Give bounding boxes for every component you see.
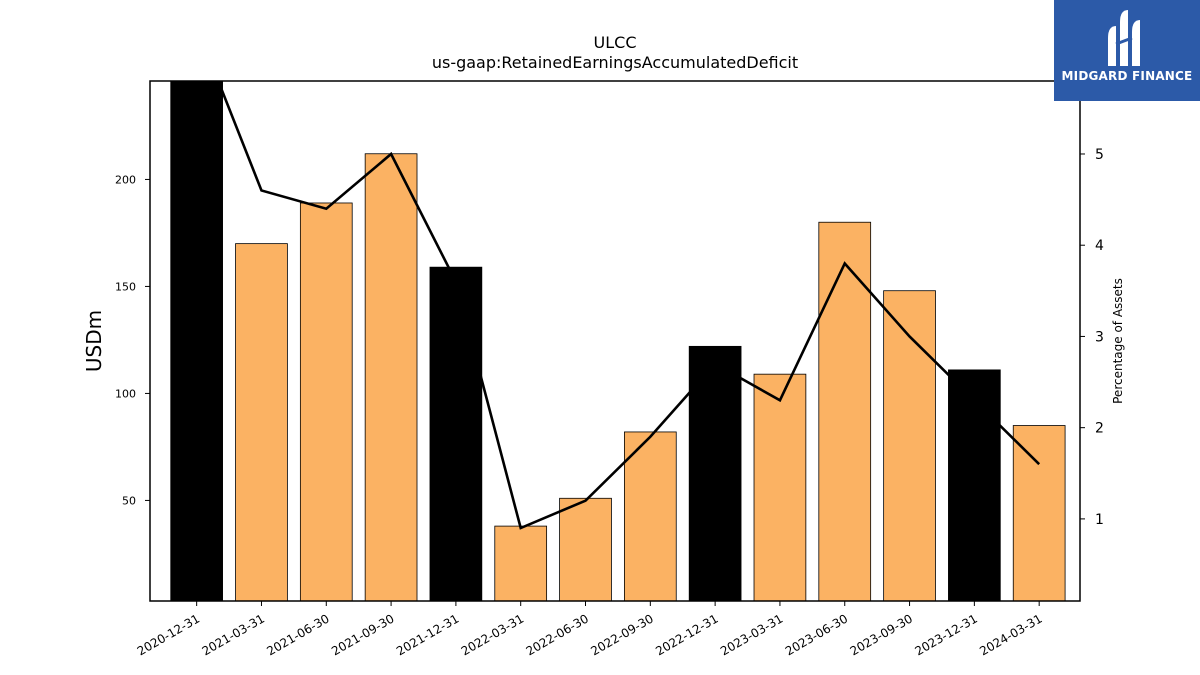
y2-axis-ticks: 1 2 3 4 5 (1080, 147, 1104, 528)
y-tick-label: 100 (115, 387, 136, 400)
y-tick-label: 200 (115, 173, 136, 186)
x-tick-label: 2022-12-31 (653, 611, 720, 658)
x-tick-label: 2021-06-30 (264, 611, 331, 658)
x-tick-label: 2021-12-31 (394, 611, 461, 658)
percentage-line (216, 81, 1041, 530)
x-tick-label: 2023-12-31 (912, 611, 979, 658)
x-tick-label: 2022-09-30 (588, 611, 655, 658)
bar-2023-03-31 (753, 373, 807, 602)
bar-2022-03-31 (494, 525, 548, 602)
y-tick-label: 150 (115, 280, 136, 293)
bar-2021-09-30 (364, 153, 418, 602)
x-tick-label: 2021-03-31 (200, 611, 267, 658)
y2-tick-label: 2 (1095, 421, 1104, 437)
midgard-finance-logo: MIDGARD FINANCE (1054, 0, 1200, 101)
bar-2023-12-31 (948, 369, 1001, 602)
x-tick-label: 2023-09-30 (848, 611, 915, 658)
x-tick-label: 2024-03-31 (977, 611, 1044, 658)
x-tick-label: 2022-06-30 (524, 611, 591, 658)
bar-2022-09-30 (623, 431, 677, 602)
x-tick-label: 2021-09-30 (329, 611, 396, 658)
bar-2021-03-31 (235, 243, 288, 602)
y-tick-label: 50 (122, 494, 136, 507)
y2-tick-label: 3 (1095, 329, 1104, 345)
plot-frame (149, 80, 1081, 602)
bar-2021-06-30 (299, 202, 353, 602)
bar-2021-12-31 (429, 266, 483, 602)
x-tick-label: 2023-06-30 (783, 611, 850, 658)
line-group (216, 81, 1041, 530)
x-tick-label: 2023-03-31 (718, 611, 785, 658)
chart-subtitle: us-gaap:RetainedEarningsAccumulatedDefic… (432, 53, 798, 72)
x-tick-label: 2020-12-31 (135, 611, 202, 658)
y2-axis-label: Percentage of Assets (1111, 278, 1125, 404)
y2-tick-label: 5 (1095, 147, 1104, 163)
bar-2024-03-31 (1012, 425, 1066, 602)
x-axis-ticks: 2020-12-312021-03-312021-06-302021-09-30… (135, 601, 1045, 658)
bars-group (170, 80, 1066, 602)
y2-tick-label: 1 (1095, 512, 1104, 528)
bar-2023-09-30 (883, 290, 936, 602)
logo-text: MIDGARD FINANCE (1061, 69, 1193, 83)
bar-2020-12-31 (170, 80, 223, 602)
midgard-logo-icon (1108, 10, 1140, 66)
chart-title: ULCC (594, 33, 637, 52)
bar-2022-06-30 (559, 497, 612, 602)
bar-2022-12-31 (688, 345, 742, 602)
x-tick-label: 2022-03-31 (459, 611, 526, 658)
y-axis-label: USDm (82, 310, 106, 372)
bar-2023-06-30 (818, 221, 872, 602)
y2-tick-label: 4 (1095, 238, 1104, 254)
y-axis-ticks: 50 100 150 200 (115, 173, 150, 507)
